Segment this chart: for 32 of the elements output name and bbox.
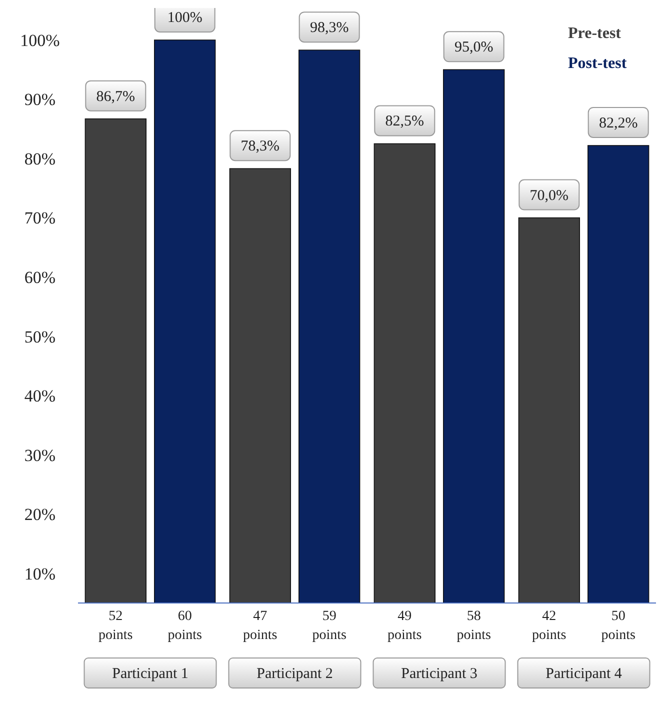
y-tick-label: 30% xyxy=(24,446,56,465)
y-tick-label: 50% xyxy=(24,327,56,346)
y-tick-label: 70% xyxy=(24,208,56,228)
text: 49 points xyxy=(388,609,422,643)
x-tick-label: Participant 4 xyxy=(546,666,622,682)
data-label: 98,3% xyxy=(310,20,349,36)
text: 47 points xyxy=(243,609,278,643)
y-tick-label: 100% xyxy=(20,30,60,50)
y-tick-label: 20% xyxy=(24,505,56,524)
text: 60 points xyxy=(168,609,202,643)
y-tick-label: 80% xyxy=(24,149,56,168)
text: 59 points xyxy=(312,609,346,643)
x-tick-label: Participant 1 xyxy=(112,666,188,682)
data-label: 100% xyxy=(167,10,202,26)
y-tick-label: 90% xyxy=(24,90,56,110)
y-tick-label: 40% xyxy=(24,386,56,406)
data-label: 78,3% xyxy=(240,138,280,155)
text: 58 points xyxy=(456,609,491,643)
data-label: 86,7% xyxy=(96,88,136,105)
x-tick-label: Participant 3 xyxy=(401,666,478,682)
y-tick-label: 10% xyxy=(24,564,56,584)
data-label: 70,0% xyxy=(530,188,569,204)
data-label: 95,0% xyxy=(454,40,494,56)
text: Pre-test xyxy=(568,25,622,42)
data-label: 82,5% xyxy=(385,114,424,130)
text: 50 points xyxy=(601,609,636,643)
text: 52 points xyxy=(98,609,133,643)
x-tick-label: Participant 2 xyxy=(256,666,333,682)
y-tick-label: 60% xyxy=(24,268,56,288)
data-label: 82,2% xyxy=(598,115,638,132)
text: Post-test xyxy=(568,55,628,72)
text: 42 points xyxy=(532,609,566,643)
